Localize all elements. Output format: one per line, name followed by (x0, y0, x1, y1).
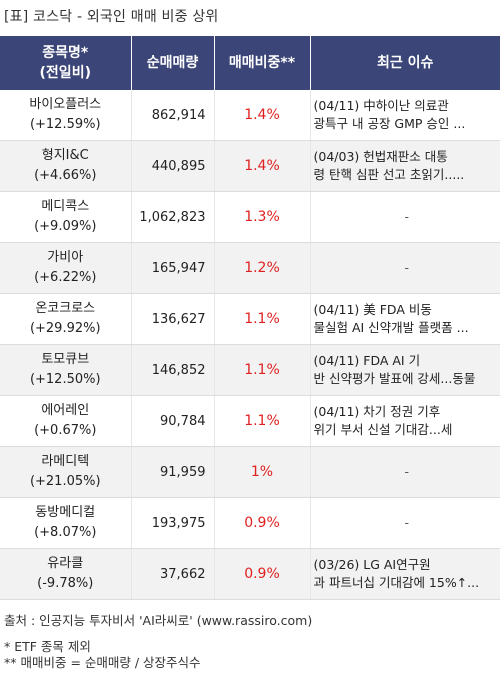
header-volume: 순매매량 (131, 36, 215, 90)
stock-name-cell: 온코크로스 (+29.92%) (0, 293, 132, 345)
header-name-line1: 종목명* (42, 45, 89, 61)
stock-change: (+12.59%) (29, 117, 101, 132)
stock-name-cell: 메디콕스 (+9.09%) (0, 191, 132, 243)
trading-ratio: 1% (214, 446, 311, 498)
table-row: 메디콕스 (+9.09%) 1,062,823 1.3% - (0, 191, 500, 243)
table-row: 형지I&C (+4.66%) 440,895 1.4% (04/03) 헌법재판소 대통… (0, 140, 500, 192)
stock-change: (-9.78%) (37, 576, 94, 591)
table-row: 토모큐브 (+12.50%) 146,852 1.1% (04/11) FDA AI 기… (0, 344, 500, 396)
stock-name-cell: 가비아 (+6.22%) (0, 242, 132, 294)
trading-ratio: 1.4% (214, 90, 311, 141)
trading-ratio: 0.9% (214, 548, 311, 600)
table-row: 라메디텍 (+21.05%) 91,959 1% - (0, 446, 500, 498)
net-volume: 91,959 (131, 446, 215, 498)
issue-line2: 령 탄핵 심판 선고 초읽기..... (313, 167, 465, 182)
trading-ratio: 1.1% (214, 395, 311, 447)
header-name-line2: (전일비) (39, 65, 91, 81)
issue-line1: (04/11) 美 FDA 비동 (313, 302, 432, 317)
stock-change: (+29.92%) (29, 321, 101, 336)
source-note: 출처 : 인공지능 투자비서 'AI라씨로' (www.rassiro.com) (4, 613, 313, 628)
header-ratio: 매매비중** (214, 36, 311, 90)
stock-name[interactable]: 동방메디컬 (35, 505, 96, 520)
stock-change: (+6.22%) (34, 270, 97, 285)
header-issue: 최근 이슈 (310, 36, 500, 90)
issue-line2: 위기 부서 신설 기대감...세 (313, 422, 453, 437)
issue-line1: (04/03) 헌법재판소 대통 (313, 149, 448, 164)
net-volume: 90,784 (131, 395, 215, 447)
net-volume: 1,062,823 (131, 191, 215, 243)
issue-line2: 광특구 내 공장 GMP 승인 ... (313, 116, 466, 131)
header-name: 종목명* (전일비) (0, 36, 132, 90)
net-volume: 193,975 (131, 497, 215, 549)
stock-name[interactable]: 토모큐브 (41, 352, 90, 367)
issue-line2: 과 파트너십 기대감에 15%↑... (313, 575, 480, 590)
net-volume: 165,947 (131, 242, 215, 294)
net-volume: 136,627 (131, 293, 215, 345)
issue-line1: (03/26) LG AI연구원 (313, 557, 431, 572)
stock-name[interactable]: 에어레인 (41, 403, 90, 418)
trading-ratio: 1.2% (214, 242, 311, 294)
table-row: 온코크로스 (+29.92%) 136,627 1.1% (04/11) 美 FDA 비… (0, 293, 500, 345)
stock-name[interactable]: 가비아 (47, 250, 84, 265)
issue-empty: - (310, 242, 500, 294)
stock-name[interactable]: 바이오플러스 (29, 97, 102, 112)
stock-change: (+8.07%) (34, 525, 97, 540)
stock-name[interactable]: 라메디텍 (41, 454, 90, 469)
trading-ratio: 1.1% (214, 293, 311, 345)
stock-name-cell: 바이오플러스 (+12.59%) (0, 90, 132, 141)
stock-change: (+12.50%) (29, 372, 101, 387)
stock-change: (+9.09%) (34, 219, 97, 234)
issue-empty: - (310, 497, 500, 549)
issue-line2: 물실험 AI 신약개발 플랫폼 ... (313, 320, 469, 335)
table-row: 가비아 (+6.22%) 165,947 1.2% - (0, 242, 500, 294)
issue-line1: (04/11) 차기 정권 기후 (313, 404, 441, 419)
stock-name[interactable]: 메디콕스 (41, 199, 90, 214)
net-volume: 37,662 (131, 548, 215, 600)
trading-ratio: 1.3% (214, 191, 311, 243)
trading-ratio: 1.4% (214, 140, 311, 192)
table-header-row: 종목명* (전일비) 순매매량 매매비중** 최근 이슈 (0, 36, 500, 90)
trading-ratio: 0.9% (214, 497, 311, 549)
stock-name-cell: 동방메디컬 (+8.07%) (0, 497, 132, 549)
stock-change: (+21.05%) (29, 474, 101, 489)
net-volume: 146,852 (131, 344, 215, 396)
issue-line2: 반 신약평가 발표에 강세...동물 (313, 371, 476, 386)
trading-ratio: 1.1% (214, 344, 311, 396)
stock-name[interactable]: 유라클 (47, 556, 84, 571)
stock-name[interactable]: 형지I&C (41, 148, 89, 163)
stock-change: (+0.67%) (34, 423, 97, 438)
table-row: 동방메디컬 (+8.07%) 193,975 0.9% - (0, 497, 500, 549)
net-volume: 440,895 (131, 140, 215, 192)
stock-name-cell: 유라클 (-9.78%) (0, 548, 132, 600)
issue-empty: - (310, 446, 500, 498)
table-caption: [표] 코스닥 - 외국인 매매 비중 상위 (4, 9, 219, 25)
foreign-trading-table: 종목명* (전일비) 순매매량 매매비중** 최근 이슈 바이오플러스 (+12.… (0, 36, 500, 600)
issue-line1: (04/11) FDA AI 기 (313, 353, 421, 368)
issue-empty: - (310, 191, 500, 243)
stock-name-cell: 토모큐브 (+12.50%) (0, 344, 132, 396)
issue-line1: (04/11) 中하이난 의료관 (313, 98, 449, 113)
footnote-etf: * ETF 종목 제외 (4, 639, 91, 654)
stock-change: (+4.66%) (34, 168, 97, 183)
table-row: 바이오플러스 (+12.59%) 862,914 1.4% (04/11) 中하이난 의… (0, 90, 500, 141)
stock-name-cell: 형지I&C (+4.66%) (0, 140, 132, 192)
stock-name-cell: 에어레인 (+0.67%) (0, 395, 132, 447)
stock-name[interactable]: 온코크로스 (35, 301, 96, 316)
footnote-ratio: ** 매매비중 = 순매매량 / 상장주식수 (4, 655, 201, 670)
net-volume: 862,914 (131, 90, 215, 141)
stock-name-cell: 라메디텍 (+21.05%) (0, 446, 132, 498)
